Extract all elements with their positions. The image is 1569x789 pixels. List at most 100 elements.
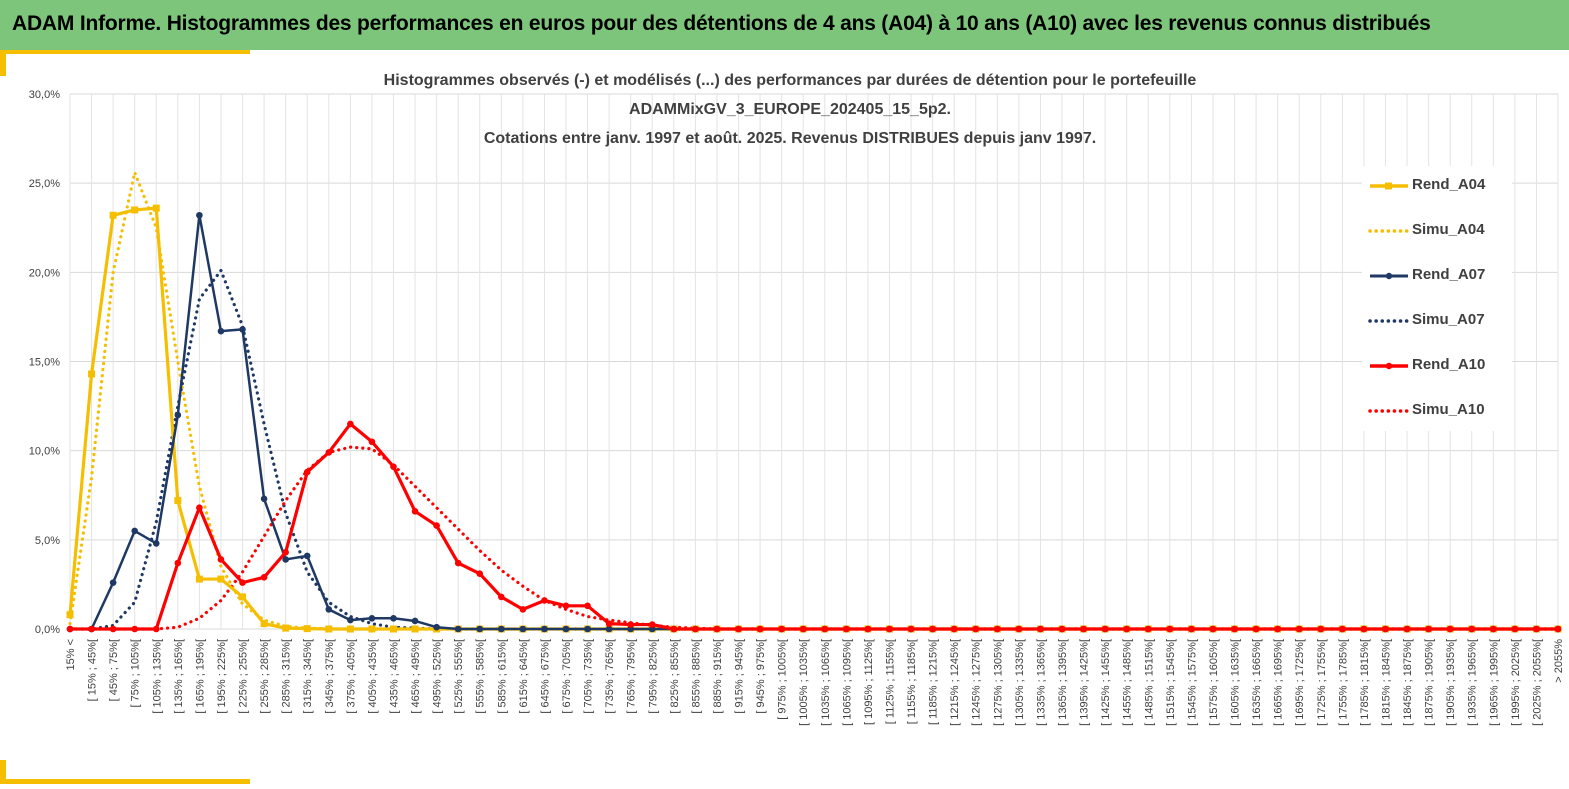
data-point-rend-a10 (1554, 625, 1562, 633)
data-point-rend-a10 (1101, 625, 1109, 633)
data-point-rend-a10 (347, 420, 354, 428)
data-point-rend-a04 (260, 620, 268, 628)
data-point-rend-a10 (433, 522, 440, 529)
data-point-rend-a10 (66, 625, 74, 633)
x-tick-label: [ 1035% ; 1065%[ (820, 639, 832, 726)
x-tick-label: [ 1515% ; 1545%[ (1165, 639, 1177, 726)
data-point-rend-a04 (88, 370, 96, 378)
x-tick-label: [ 975% ; 1005%[ (777, 639, 789, 720)
x-tick-label: [ 1785% ; 1815%[ (1359, 639, 1371, 726)
legend-item-rend-a07: Rend_A07 (1362, 266, 1512, 286)
legend-item-simu-a07: Simu_A07 (1362, 311, 1512, 331)
x-tick-label: [ 765% ; 795%[ (626, 639, 638, 714)
data-point-rend-a10 (994, 625, 1001, 633)
x-tick-label: [ 105% ; 135%[ (151, 639, 163, 714)
x-tick-label: [ 1485% ; 1515%[ (1143, 639, 1155, 726)
legend-swatch-simu-a07 (1368, 319, 1410, 323)
data-point-rend-a07 (476, 625, 484, 633)
legend-item-simu-a10: Simu_A10 (1362, 401, 1512, 421)
data-point-rend-a04 (389, 625, 397, 633)
data-point-rend-a07 (454, 625, 462, 633)
data-point-rend-a10 (821, 625, 829, 633)
x-tick-label: [ 705% ; 735%[ (583, 639, 595, 714)
report-title: ADAM Informe. Histogrammes des performan… (12, 12, 1431, 35)
x-tick-label: [ 855% ; 885%[ (690, 639, 702, 714)
y-tick-label: 30,0% (29, 89, 60, 101)
data-point-rend-a10 (627, 621, 634, 628)
x-tick-label: [ 1155% ; 1185%[ (906, 639, 918, 724)
data-point-rend-a10 (950, 625, 958, 633)
data-point-rend-a04 (303, 625, 311, 633)
x-tick-label: [ 15% ; 45%[ (87, 639, 99, 701)
x-tick-label: [ 1425% ; 1455%[ (1100, 639, 1112, 726)
data-point-rend-a10 (325, 449, 333, 456)
data-point-rend-a10 (260, 573, 268, 581)
data-point-rend-a10 (390, 463, 397, 471)
x-tick-label: [ 2025% ; 2055%[ (1531, 639, 1543, 726)
x-tick-label: [ 825% ; 855%[ (669, 639, 681, 714)
data-point-rend-a07 (239, 326, 246, 333)
x-tick-label: [ 1575% ; 1605%[ (1208, 639, 1220, 726)
data-point-rend-a10 (1252, 625, 1260, 633)
legend-item-rend-a04: Rend_A04 (1362, 176, 1512, 196)
data-point-rend-a07 (433, 623, 440, 631)
accent-bar-top-left-vertical (0, 50, 6, 76)
x-tick-label: [ 795% ; 825%[ (647, 639, 659, 714)
x-tick-label: [ 495% ; 525%[ (432, 639, 444, 714)
data-point-rend-a10 (303, 468, 311, 476)
x-tick-label: > 2055% (1553, 639, 1565, 683)
data-point-rend-a10 (88, 625, 95, 633)
x-tick-label: [ 1995% ; 2025%[ (1510, 639, 1522, 726)
x-tick-label: [ 345% ; 375%[ (324, 639, 336, 714)
data-point-rend-a07 (541, 625, 548, 633)
x-tick-label: [ 885% ; 915%[ (712, 639, 724, 714)
data-point-rend-a10 (109, 625, 117, 633)
data-point-rend-a10 (648, 621, 656, 628)
data-point-rend-a07 (562, 625, 570, 633)
report-banner: ADAM Informe. Histogrammes des performan… (0, 0, 1569, 50)
data-point-rend-a10 (584, 602, 591, 610)
y-tick-label: 20,0% (29, 267, 60, 279)
data-point-rend-a04 (411, 625, 419, 633)
accent-bar-bottom-left (0, 779, 250, 784)
x-tick-label: [ 285% ; 315%[ (281, 639, 293, 714)
y-tick-label: 25,0% (29, 178, 60, 190)
data-point-rend-a10 (1468, 625, 1476, 633)
data-point-rend-a07 (109, 579, 117, 586)
data-point-rend-a10 (498, 593, 505, 601)
x-tick-label: [ 435% ; 465%[ (388, 639, 400, 714)
data-point-rend-a10 (541, 597, 548, 604)
y-tick-label: 0,0% (35, 624, 60, 636)
accent-bar-top-left (0, 50, 250, 54)
x-tick-label: [ 1365% ; 1395%[ (1057, 639, 1069, 726)
data-point-rend-a10 (1382, 625, 1389, 633)
x-tick-label: [ 135% ; 165%[ (173, 639, 185, 714)
chart-legend: Rend_A04 Simu_A04 Rend_A07 Simu_A07 Rend… (1362, 166, 1512, 431)
data-point-rend-a10 (519, 606, 527, 613)
legend-item-simu-a04: Simu_A04 (1362, 221, 1512, 241)
data-point-rend-a04 (66, 611, 74, 619)
data-point-rend-a10 (735, 625, 742, 633)
data-point-rend-a04 (152, 204, 160, 212)
data-point-rend-a04 (217, 575, 225, 583)
data-point-rend-a04 (195, 575, 203, 583)
data-point-rend-a04 (282, 624, 290, 632)
data-point-rend-a10 (174, 559, 182, 567)
x-tick-label: [ 465% ; 495%[ (410, 639, 422, 714)
series-line-rend-a04 (68, 206, 1558, 631)
data-point-rend-a10 (454, 559, 462, 567)
x-tick-label: [ 1065% ; 1095%[ (841, 639, 853, 726)
legend-swatch-rend-a07 (1370, 272, 1408, 280)
data-point-rend-a10 (1490, 625, 1497, 633)
legend-swatch-simu-a04 (1368, 229, 1410, 233)
data-point-rend-a07 (498, 625, 505, 633)
data-point-rend-a10 (282, 549, 289, 556)
data-point-rend-a04 (346, 625, 354, 633)
data-point-rend-a10 (907, 625, 915, 633)
legend-swatch-rend-a04 (1370, 182, 1408, 190)
data-point-rend-a10 (217, 556, 225, 563)
x-tick-label: [ 375% ; 405%[ (345, 639, 357, 714)
data-point-rend-a10 (1080, 625, 1087, 633)
x-tick-label: [ 195% ; 225%[ (216, 639, 228, 714)
data-point-rend-a10 (196, 504, 203, 512)
